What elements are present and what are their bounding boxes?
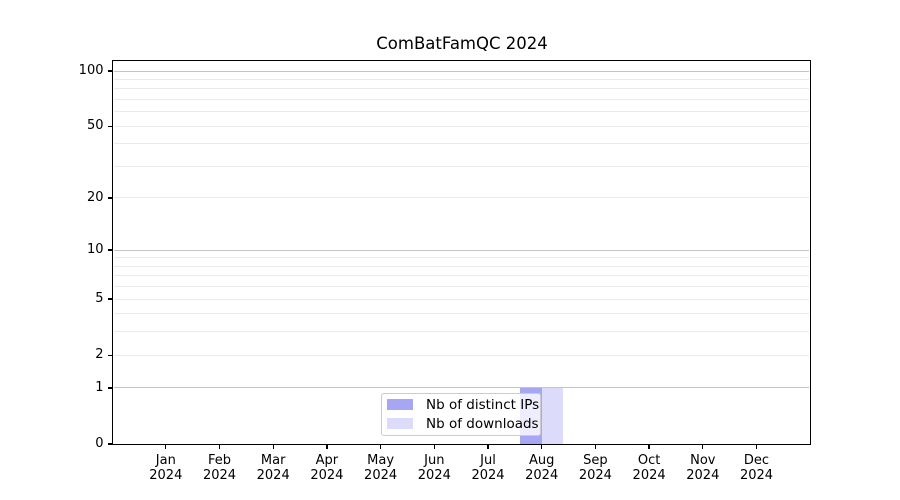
- x-tick-label-line: 2024: [471, 467, 505, 483]
- y-gridline-minor: [113, 78, 809, 80]
- x-tick-label: Nov 2024: [663, 453, 743, 483]
- x-tick-mark: [541, 444, 543, 449]
- y-tick-label: 20: [86, 189, 104, 205]
- y-tick-label: 50: [86, 118, 104, 134]
- y-tick-mark: [107, 249, 113, 251]
- y-tick-mark: [107, 70, 113, 72]
- y-tick-mark: [107, 197, 113, 199]
- x-tick-mark: [272, 444, 274, 449]
- legend-label-distinct-ips: Nb of distinct IPs: [426, 396, 540, 413]
- x-tick-label-line: Jan: [155, 453, 176, 468]
- y-gridline-minor: [113, 275, 809, 277]
- x-tick-mark: [487, 444, 489, 449]
- y-gridline-minor: [113, 265, 809, 267]
- x-tick-mark: [326, 444, 328, 449]
- y-gridline-minor: [113, 354, 809, 356]
- x-tick-label-line: 2024: [686, 467, 720, 483]
- x-tick-label: Feb 2024: [180, 453, 260, 483]
- x-tick-label-line: Dec: [743, 453, 770, 468]
- y-gridline-minor: [113, 331, 809, 333]
- chart-title: ComBatFamQC 2024: [376, 34, 548, 53]
- x-tick-label-line: 2024: [202, 467, 237, 483]
- x-tick-mark: [648, 444, 650, 449]
- x-tick-label-line: Oct: [637, 453, 661, 468]
- y-tick-label: 1: [95, 379, 104, 395]
- y-gridline-minor: [113, 197, 809, 199]
- y-gridline-minor: [113, 257, 809, 259]
- x-tick-label-line: 2024: [417, 467, 451, 483]
- y-tick-mark: [107, 443, 113, 445]
- x-tick-label-line: 2024: [256, 467, 290, 483]
- x-tick-label-line: Mar: [260, 453, 286, 468]
- x-tick-label-line: 2024: [632, 467, 666, 483]
- x-tick-mark: [379, 444, 382, 449]
- y-gridline-major: [113, 70, 809, 72]
- x-tick-label-line: 2024: [149, 467, 183, 483]
- x-tick-mark: [218, 444, 221, 449]
- y-tick-mark: [107, 125, 113, 127]
- x-tick-label: Apr 2024: [287, 453, 367, 483]
- x-tick-mark: [594, 444, 597, 449]
- y-tick-label: 2: [95, 347, 104, 363]
- x-tick-label: May 2024: [341, 453, 421, 483]
- y-gridline-minor: [113, 286, 809, 288]
- x-tick-label-line: 2024: [578, 467, 612, 483]
- x-tick-label-line: 2024: [310, 467, 344, 483]
- y-gridline-minor: [113, 111, 809, 113]
- y-gridline-minor: [113, 165, 809, 167]
- legend-item-distinct-ips: Nb of distinct IPs: [387, 397, 540, 413]
- y-gridline-minor: [113, 298, 809, 300]
- x-tick-label: Sep 2024: [555, 453, 635, 483]
- legend-swatch-distinct-ips: [387, 399, 413, 410]
- x-tick-label: Jan 2024: [126, 453, 206, 483]
- x-tick-label-line: Feb: [207, 453, 232, 468]
- x-tick-label-line: Nov: [690, 453, 716, 468]
- y-gridline-minor: [113, 98, 809, 100]
- x-tick-label-line: 2024: [739, 467, 774, 483]
- y-tick-mark: [107, 354, 113, 356]
- x-tick-label-line: May: [367, 453, 395, 468]
- x-tick-mark: [433, 444, 435, 449]
- x-tick-label: Aug 2024: [502, 453, 582, 483]
- x-tick-mark: [755, 444, 758, 449]
- legend-label-downloads: Nb of downloads: [426, 415, 539, 432]
- x-tick-label-line: 2024: [525, 467, 559, 483]
- x-tick-mark: [702, 444, 704, 449]
- y-gridline-minor: [113, 88, 809, 90]
- x-tick-mark: [165, 444, 167, 449]
- x-tick-label: Jun 2024: [394, 453, 474, 483]
- legend: Nb of distinct IPs Nb of downloads: [381, 392, 541, 436]
- y-gridline-major: [113, 387, 809, 389]
- x-tick-label-line: Sep: [583, 453, 608, 468]
- x-tick-label-line: Aug: [528, 453, 555, 468]
- y-gridline-major: [113, 249, 809, 251]
- y-tick-label: 100: [78, 63, 104, 78]
- x-tick-label: Jul 2024: [448, 453, 528, 483]
- x-tick-label: Dec 2024: [717, 453, 797, 483]
- y-tick-label: 10: [86, 242, 104, 258]
- x-tick-label: Mar 2024: [233, 453, 313, 483]
- bar-downloads: [541, 387, 564, 444]
- y-tick-label: 0: [95, 436, 104, 451]
- legend-swatch-downloads: [387, 418, 413, 429]
- x-tick-label-line: Apr: [315, 453, 339, 468]
- x-tick-label-line: Jun: [424, 453, 445, 468]
- y-tick-mark: [107, 298, 113, 300]
- y-gridline-minor: [113, 125, 809, 127]
- y-tick-label: 5: [95, 291, 104, 307]
- x-tick-label: Oct 2024: [609, 453, 689, 483]
- y-gridline-minor: [113, 313, 809, 315]
- y-tick-mark: [107, 387, 113, 389]
- x-tick-label-line: Jul: [480, 453, 496, 468]
- y-gridline-minor: [113, 143, 809, 145]
- x-tick-label-line: 2024: [364, 467, 398, 483]
- legend-item-downloads: Nb of downloads: [387, 416, 540, 432]
